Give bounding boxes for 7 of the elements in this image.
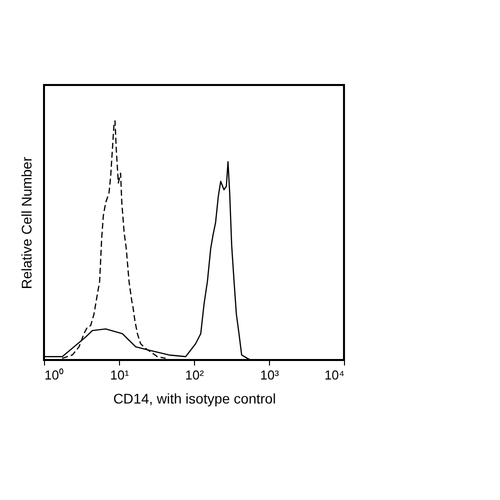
x-tick-label: 10³: [260, 368, 280, 382]
x-tick-label: 10⁰: [44, 368, 64, 382]
x-axis-title: CD14, with isotype control: [113, 390, 276, 406]
x-tick-label: 10¹: [110, 368, 130, 382]
y-axis-title: Relative Cell Number: [18, 156, 34, 290]
x-tick-label: 10⁴: [324, 368, 344, 382]
x-tick-label: 10²: [185, 368, 205, 382]
